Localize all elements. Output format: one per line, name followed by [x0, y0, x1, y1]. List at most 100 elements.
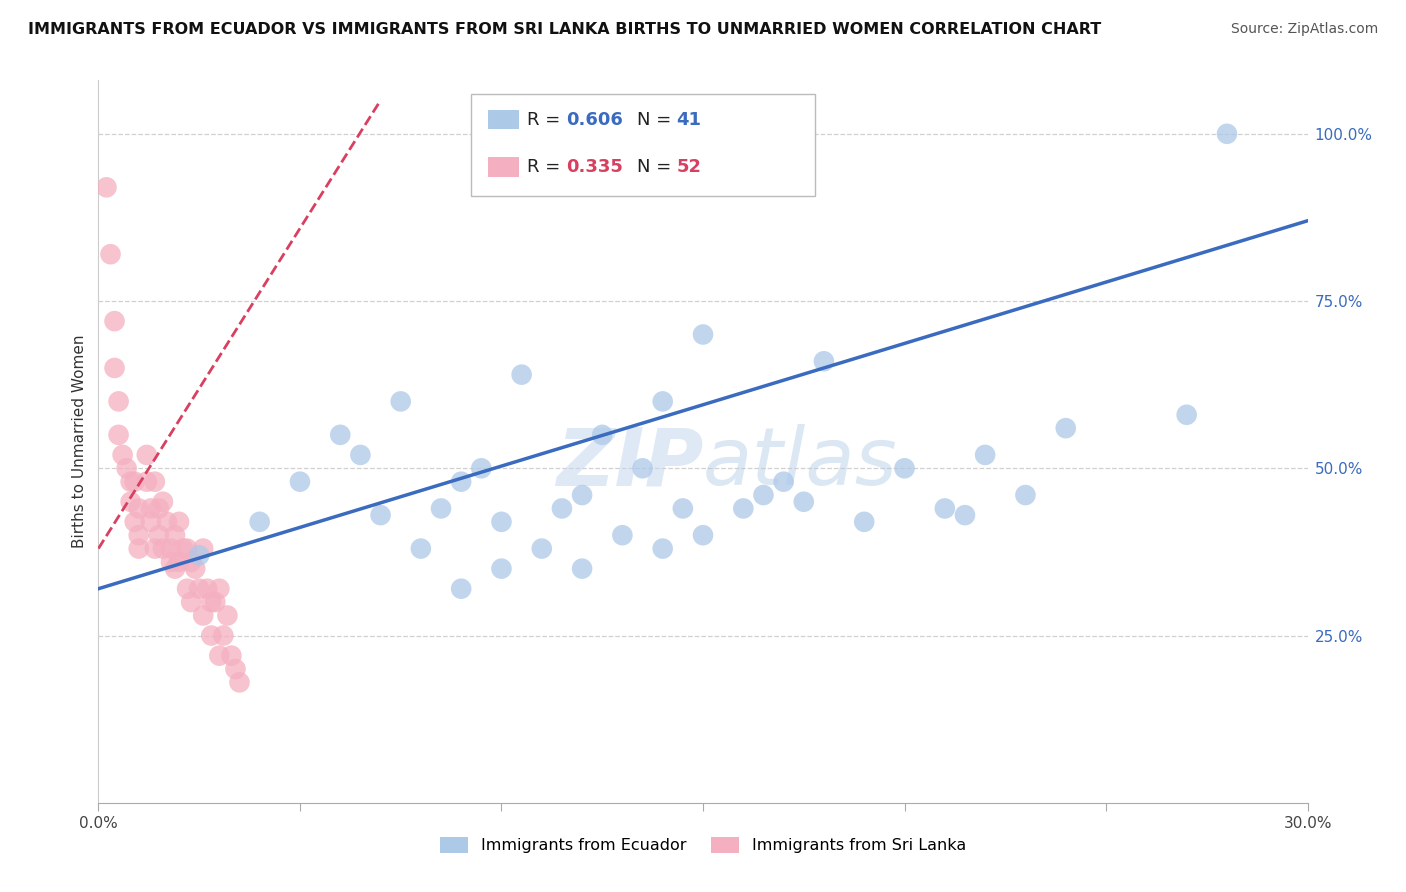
Point	[409, 541, 432, 556]
Text: 0.606: 0.606	[567, 111, 623, 128]
Text: 41: 41	[676, 111, 702, 128]
Legend: Immigrants from Ecuador, Immigrants from Sri Lanka: Immigrants from Ecuador, Immigrants from…	[433, 830, 973, 860]
Point	[1054, 421, 1077, 435]
Point	[953, 508, 976, 523]
Point	[249, 515, 271, 529]
Point	[152, 494, 174, 508]
Point	[1014, 488, 1036, 502]
Point	[176, 582, 198, 596]
Point	[103, 361, 125, 376]
Point	[115, 461, 138, 475]
Point	[853, 515, 876, 529]
Point	[672, 501, 695, 516]
Point	[692, 528, 714, 542]
Point	[772, 475, 794, 489]
Point	[631, 461, 654, 475]
Point	[172, 541, 194, 556]
Text: 52: 52	[676, 158, 702, 176]
Point	[224, 662, 246, 676]
Point	[193, 541, 215, 556]
Text: N =: N =	[637, 158, 676, 176]
Point	[733, 501, 755, 516]
Point	[188, 548, 211, 563]
Point	[135, 475, 157, 489]
Point	[184, 562, 207, 576]
Text: 0.335: 0.335	[567, 158, 623, 176]
Point	[510, 368, 533, 382]
Point	[1216, 127, 1239, 141]
Text: IMMIGRANTS FROM ECUADOR VS IMMIGRANTS FROM SRI LANKA BIRTHS TO UNMARRIED WOMEN C: IMMIGRANTS FROM ECUADOR VS IMMIGRANTS FR…	[28, 22, 1101, 37]
Point	[188, 582, 211, 596]
Point	[692, 327, 714, 342]
Point	[612, 528, 634, 542]
Point	[139, 515, 162, 529]
Text: ZIP: ZIP	[555, 425, 703, 502]
Point	[349, 448, 371, 462]
Point	[974, 448, 997, 462]
Point	[163, 562, 186, 576]
Point	[135, 448, 157, 462]
Point	[120, 494, 142, 508]
Point	[167, 555, 190, 569]
Point	[430, 501, 453, 516]
Point	[107, 394, 129, 409]
Text: N =: N =	[637, 111, 676, 128]
Point	[143, 541, 166, 556]
Point	[103, 314, 125, 328]
Point	[128, 501, 150, 516]
Point	[389, 394, 412, 409]
Point	[450, 582, 472, 596]
Point	[156, 515, 179, 529]
Point	[752, 488, 775, 502]
Point	[200, 628, 222, 642]
Point	[124, 475, 146, 489]
Point	[107, 427, 129, 442]
Point	[204, 595, 226, 609]
Text: R =: R =	[527, 111, 567, 128]
Point	[167, 515, 190, 529]
Point	[934, 501, 956, 516]
Point	[200, 595, 222, 609]
Point	[152, 541, 174, 556]
Point	[288, 475, 311, 489]
Point	[793, 494, 815, 508]
Point	[491, 515, 513, 529]
Point	[530, 541, 553, 556]
Point	[139, 501, 162, 516]
Point	[148, 528, 170, 542]
Point	[591, 427, 613, 442]
Point	[551, 501, 574, 516]
Point	[180, 595, 202, 609]
Point	[893, 461, 915, 475]
Point	[195, 582, 218, 596]
Point	[571, 562, 593, 576]
Point	[180, 555, 202, 569]
Point	[128, 541, 150, 556]
Point	[96, 180, 118, 194]
Point	[212, 628, 235, 642]
Point	[208, 582, 231, 596]
Y-axis label: Births to Unmarried Women: Births to Unmarried Women	[72, 334, 87, 549]
Point	[813, 354, 835, 368]
Point	[470, 461, 492, 475]
Point	[128, 528, 150, 542]
Point	[163, 528, 186, 542]
Point	[329, 427, 352, 442]
Text: atlas: atlas	[703, 425, 898, 502]
Point	[208, 648, 231, 663]
Text: Source: ZipAtlas.com: Source: ZipAtlas.com	[1230, 22, 1378, 37]
Point	[370, 508, 392, 523]
Point	[221, 648, 243, 663]
Text: R =: R =	[527, 158, 567, 176]
Point	[100, 247, 122, 261]
Point	[176, 541, 198, 556]
Point	[111, 448, 134, 462]
Point	[651, 541, 673, 556]
Point	[160, 555, 183, 569]
Point	[143, 475, 166, 489]
Point	[193, 608, 215, 623]
Point	[160, 541, 183, 556]
Point	[450, 475, 472, 489]
Point	[1175, 408, 1198, 422]
Point	[124, 515, 146, 529]
